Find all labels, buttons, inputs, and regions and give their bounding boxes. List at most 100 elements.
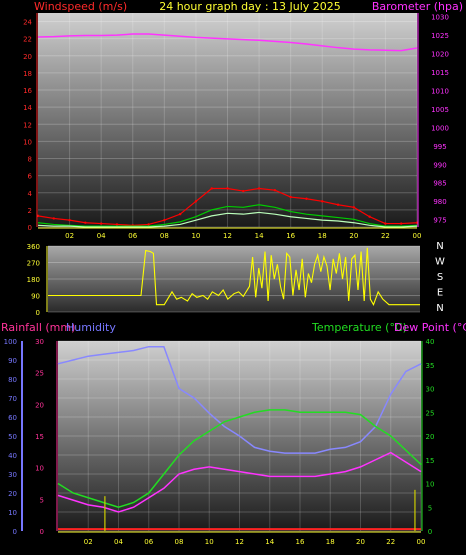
rain-axis-title: Rainfall (mm) <box>1 321 75 334</box>
baro-tick-label: 995 <box>433 143 446 151</box>
wind-tick-label: 16 <box>23 87 32 95</box>
rain-tick-label: 5 <box>40 496 44 504</box>
wind-tick-label: 8 <box>28 156 32 164</box>
baro-tick-label: 1015 <box>431 69 449 77</box>
gust-point <box>163 218 166 222</box>
gust-point <box>305 197 308 200</box>
compass-label: W <box>435 257 445 268</box>
wind-tick-label: 20 <box>23 53 32 61</box>
rain-tick-label: 20 <box>35 401 44 409</box>
rain-tick-label: 10 <box>35 465 44 473</box>
gust-point <box>99 222 103 225</box>
time-tick-label: 08 <box>160 232 169 240</box>
time-tick-label: 22 <box>386 538 395 546</box>
gust-point <box>210 187 213 190</box>
gust-point <box>84 221 87 224</box>
time-tick-label: 06 <box>128 232 137 240</box>
gust-point <box>194 200 198 203</box>
humidity-tick-label: 70 <box>8 395 17 403</box>
wind-direction-gridlines <box>48 245 420 313</box>
gust-point <box>368 215 371 218</box>
humidity-tick-label: 60 <box>8 414 17 422</box>
gust-point <box>226 187 229 190</box>
series-line-speed <box>37 211 418 228</box>
rain-tick-label: 30 <box>35 338 44 346</box>
time-tick-label: 18 <box>326 538 335 546</box>
temp-tick-label: 20 <box>426 433 435 441</box>
baro-tick-label: 1010 <box>431 87 449 95</box>
baro-tick-label: 1005 <box>431 106 449 114</box>
wind-tick-label: 6 <box>28 173 33 181</box>
temp-tick-label: 5 <box>428 504 432 512</box>
rain-tick-label: 15 <box>35 433 44 441</box>
time-tick-label: 02 <box>65 232 74 240</box>
time-tick-label: 10 <box>205 538 214 546</box>
temp-humidity-axes: 0102030405060708090100051015202530051015… <box>4 338 435 546</box>
wind-tick-label: 10 <box>23 138 32 146</box>
gust-point <box>147 223 150 226</box>
baro-axis-title: Barometer (hpa) <box>372 0 463 13</box>
gust-point <box>115 223 119 226</box>
time-tick-label: 22 <box>381 232 390 240</box>
time-tick-label: 20 <box>356 538 365 546</box>
rain-tick-label: 0 <box>40 528 44 536</box>
temp-humidity-series <box>57 345 422 531</box>
baro-tick-label: 975 <box>433 217 446 225</box>
time-tick-label: 14 <box>265 538 274 546</box>
temp-tick-label: 15 <box>426 457 435 465</box>
gust-point <box>289 195 292 199</box>
wind-tick-label: 2 <box>28 207 32 215</box>
wind-tick-label: 14 <box>23 104 32 112</box>
temp-tick-label: 35 <box>426 362 435 370</box>
time-tick-label: 14 <box>255 232 264 240</box>
humidity-tick-label: 90 <box>8 357 17 365</box>
time-tick-label: 16 <box>296 538 305 546</box>
wind-direction-series <box>48 247 420 306</box>
direction-tick-label: 180 <box>27 276 40 284</box>
humidity-tick-label: 20 <box>8 490 17 498</box>
compass-label: S <box>437 272 443 283</box>
gust-point <box>68 218 71 222</box>
chart-title: 24 hour graph day : 13 July 2025 <box>159 0 341 13</box>
time-tick-label: 08 <box>175 538 184 546</box>
time-tick-label: 10 <box>191 232 200 240</box>
wind-baro-series <box>36 33 419 228</box>
time-tick-label: 00 <box>413 232 422 240</box>
time-tick-label: 02 <box>84 538 93 546</box>
temp-humidity-panel: 0102030405060708090100051015202530051015… <box>4 338 435 546</box>
time-tick-label: 04 <box>114 538 123 546</box>
gust-point <box>384 222 387 225</box>
humidity-tick-label: 30 <box>8 471 17 479</box>
series-line-direction <box>48 247 420 306</box>
temp-tick-label: 10 <box>426 481 435 489</box>
humidity-tick-label: 40 <box>8 452 17 460</box>
gust-point <box>273 188 277 192</box>
time-tick-label: 06 <box>144 538 153 546</box>
compass-label: N <box>436 303 443 314</box>
baro-tick-label: 980 <box>433 198 446 206</box>
humidity-tick-label: 0 <box>13 528 17 536</box>
baro-tick-label: 990 <box>433 161 446 169</box>
wind-baro-gridlines <box>38 13 418 228</box>
wind-axis-title: Windspeed (m/s) <box>34 0 127 13</box>
dew-axis-title: Dew Point (°C) <box>394 321 466 334</box>
gust-point <box>257 187 261 190</box>
temp-tick-label: 40 <box>426 338 435 346</box>
wind-tick-label: 22 <box>23 36 32 44</box>
direction-tick-label: 0 <box>36 309 40 317</box>
baro-tick-label: 1000 <box>431 124 449 132</box>
baro-tick-label: 985 <box>433 180 446 188</box>
series-line-temperature <box>57 409 422 509</box>
wind-baro-panel: 0246810121416182022249759809859909951000… <box>23 13 449 240</box>
wind-tick-label: 24 <box>23 19 32 27</box>
wind-baro-axes: 0246810121416182022249759809859909951000… <box>23 13 449 240</box>
gust-point <box>178 212 182 216</box>
rain-tick-label: 25 <box>35 370 44 378</box>
wind-tick-label: 0 <box>28 224 32 232</box>
time-tick-label: 16 <box>286 232 295 240</box>
humidity-tick-label: 100 <box>4 338 17 346</box>
compass-label: E <box>437 288 443 299</box>
